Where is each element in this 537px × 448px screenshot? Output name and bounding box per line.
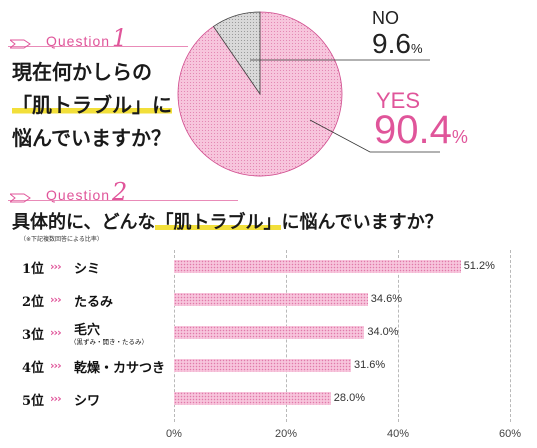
category-sublabel: （黒ずみ・開き・たるみ） xyxy=(70,338,148,346)
rank-label: 3位 xyxy=(22,328,45,343)
rank-label: 2位 xyxy=(22,295,45,310)
chevrons-right-icon: ››› xyxy=(50,392,62,405)
pie-value-yes-unit: % xyxy=(451,127,468,147)
question1-line-2: 「肌トラブル」に xyxy=(12,89,192,122)
rank-label: 1位 xyxy=(22,262,45,277)
question1-highlight: 「肌トラブル」に xyxy=(12,93,172,117)
pie-label-yes: YES xyxy=(376,88,421,113)
x-tick-label: 20% xyxy=(274,428,298,440)
pie-value-yes-number: 90.4 xyxy=(374,108,452,152)
question2-title: 具体的に、どんな「肌トラブル」に悩んでいますか？ xyxy=(12,208,443,234)
bar xyxy=(174,293,368,306)
x-tick-label: 60% xyxy=(498,428,522,440)
bar xyxy=(174,260,461,273)
pie-value-yes: 90.4% xyxy=(374,108,468,153)
bar xyxy=(174,392,331,405)
category-label: シワ xyxy=(74,394,101,409)
question2-label: Question xyxy=(46,187,111,203)
question2-note: （※下記複数回答による比率） xyxy=(20,236,103,243)
question1-ribbon-icon xyxy=(10,39,31,49)
category-label: 毛穴 xyxy=(74,323,101,338)
question1-label: Question xyxy=(46,33,111,49)
rank-label: 5位 xyxy=(22,394,45,409)
chevrons-right-icon: ››› xyxy=(50,326,62,339)
bar-chart: 1位 ››› シミ 51.2% 2位 ››› たるみ 34.6% 3位 ››› 毛穴 （黒ずみ・開き・… xyxy=(0,250,537,448)
question2-number: 2 xyxy=(112,178,129,206)
chevrons-right-icon: ››› xyxy=(50,359,62,372)
pie-value-no: 9.6% xyxy=(372,28,423,60)
rank-label: 4位 xyxy=(22,361,45,376)
pie-chart xyxy=(177,11,440,177)
question1-line-3: 悩んでいますか？ xyxy=(12,126,171,150)
pie-value-no-unit: % xyxy=(410,41,423,56)
question2-title-before: 具体的に、どんな xyxy=(12,212,156,233)
gridline xyxy=(398,250,399,422)
question2-divider xyxy=(8,200,238,201)
question2-title-after: に悩んでいますか？ xyxy=(281,212,443,233)
question1-number: 1 xyxy=(112,24,129,52)
category-label: たるみ xyxy=(74,295,114,310)
bar xyxy=(174,359,351,372)
x-tick-label: 40% xyxy=(386,428,410,440)
category-label: 乾燥・カサつき xyxy=(74,361,166,376)
bar-value-label: 34.0% xyxy=(367,326,399,338)
question1-heading: Question1 xyxy=(46,24,128,52)
question2-ribbon-icon xyxy=(10,193,31,203)
question1-line-1: 現在何かしらの xyxy=(12,60,152,84)
question2-heading: Question2 xyxy=(46,178,128,206)
bar-value-label: 28.0% xyxy=(333,392,365,404)
x-tick-label: 0% xyxy=(166,428,182,440)
bar-value-label: 51.2% xyxy=(463,260,495,272)
pie-label-no: NO xyxy=(372,8,399,28)
pie-leader-yes xyxy=(309,119,440,153)
pie-value-no-number: 9.6 xyxy=(372,28,411,59)
question1-text: 現在何かしらの 「肌トラブル」に 悩んでいますか？ xyxy=(12,56,192,155)
question2-title-highlight: 「肌トラブル」 xyxy=(155,212,282,233)
pie-slice-no xyxy=(212,11,261,96)
bar xyxy=(174,326,365,339)
bar-value-label: 31.6% xyxy=(354,359,386,371)
bar-value-label: 34.6% xyxy=(370,293,402,305)
category-label: シミ xyxy=(74,262,101,277)
question1-divider xyxy=(8,46,188,47)
chevrons-right-icon: ››› xyxy=(50,260,62,273)
chevrons-right-icon: ››› xyxy=(50,293,62,306)
gridline xyxy=(510,250,511,422)
